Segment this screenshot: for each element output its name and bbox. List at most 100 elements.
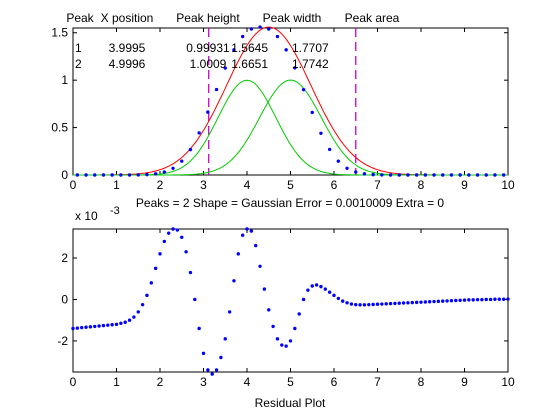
fit-y-tick-label: 1.5 (51, 26, 68, 40)
residual-point (219, 355, 223, 360)
fit-x-tick-label: 2 (157, 178, 164, 192)
residual-point (419, 300, 423, 304)
residual-x-tick-label: 5 (287, 375, 294, 389)
fit-data-point (162, 170, 167, 174)
residual-point (223, 337, 227, 341)
fit-data-point (145, 172, 149, 177)
residual-point (84, 325, 88, 329)
residual-point (88, 325, 93, 329)
fit-data-point (467, 173, 471, 177)
fit-data-point (449, 173, 454, 177)
fit-data-point (223, 66, 227, 70)
residual-point (406, 301, 410, 305)
fit-data-point (414, 173, 419, 177)
fit-data-point (458, 173, 462, 177)
fit-data-point (501, 173, 506, 177)
header-label-4: Peak area (345, 11, 400, 25)
residual-point (245, 227, 249, 231)
fit-x-tick-label: 10 (501, 178, 515, 192)
fit-data-point (362, 172, 367, 176)
residual-point (184, 250, 188, 254)
residual-point (97, 324, 101, 328)
header-label-0: Peak (66, 11, 94, 25)
residual-point (467, 298, 471, 302)
peak-table-cell: 2 (75, 57, 82, 71)
fit-plot: Peak X position Peak height Peak width Peak … (51, 11, 515, 210)
residual-x-tick-label: 4 (244, 375, 251, 389)
fit-data-point (293, 66, 297, 70)
residual-plot: 0 1 2 3 4 5 6 7 8 9 10 -2 0 2 x 10 -3 Residual Plot (57, 205, 515, 410)
fit-x-tick-label: 5 (287, 178, 294, 192)
residual-point (288, 339, 293, 343)
residual-point (319, 284, 323, 289)
residual-point (240, 233, 245, 237)
header-label-2: Peak height (176, 11, 240, 25)
header-label-3: Peak width (263, 11, 322, 25)
residual-point (93, 324, 97, 329)
residual-point (227, 310, 232, 314)
residual-point (284, 344, 288, 348)
residual-point (488, 297, 493, 302)
residual-point (458, 298, 462, 302)
residual-point (428, 300, 432, 304)
residual-point (462, 298, 467, 302)
residual-point (114, 322, 119, 327)
fit-data-point (214, 87, 219, 92)
residual-point (149, 281, 153, 285)
fit-data-point (127, 173, 132, 177)
residual-point (506, 297, 510, 301)
residual-point (423, 300, 428, 304)
residual-point (401, 301, 406, 305)
residual-y-tick-label: 0 (61, 292, 68, 306)
residual-point (345, 301, 349, 305)
peak-table-cell: 1.5645 (231, 41, 268, 55)
residual-point (306, 288, 310, 292)
residual-point (449, 299, 454, 303)
fit-data-point (397, 173, 401, 177)
residual-point (445, 299, 449, 303)
residual-x-tick-label: 2 (157, 375, 164, 389)
residual-x-tick-label: 10 (501, 375, 515, 389)
fit-data-point (432, 173, 436, 177)
residual-point (358, 303, 362, 307)
residual-point (280, 343, 284, 347)
residual-point (354, 302, 358, 307)
fit-summary-text: Peaks = 2 Shape = Gaussian Error = 0.001… (136, 196, 445, 210)
residual-x-tick-label: 6 (331, 375, 338, 389)
residual-point (136, 310, 140, 314)
residual-point (493, 297, 497, 301)
residual-point (188, 270, 193, 275)
peak-table-cell: 3.9995 (109, 41, 146, 55)
fit-x-tick-label: 1 (113, 178, 120, 192)
fit-data-point (136, 173, 140, 177)
fit-data-point (406, 173, 410, 177)
fit-data-point (484, 173, 488, 177)
residual-point (275, 337, 280, 341)
peak-table-cell: 1.0009 (190, 57, 227, 71)
residual-point (171, 227, 175, 231)
residual-point (267, 308, 271, 312)
fit-x-tick-label: 6 (331, 178, 338, 192)
residual-xlabel: Residual Plot (255, 396, 326, 410)
residual-point (375, 302, 380, 306)
residual-point (75, 326, 80, 330)
fit-data-point (493, 173, 497, 177)
residual-point (314, 283, 319, 287)
residual-point (71, 326, 75, 331)
fit-y-tick-label: 0.5 (51, 121, 68, 135)
residual-point (393, 301, 397, 306)
residual-point (454, 298, 458, 303)
residual-point (232, 279, 236, 283)
fit-data-point (197, 131, 201, 135)
residual-point (214, 368, 219, 372)
fit-data-point (423, 173, 428, 177)
residual-point (110, 323, 114, 327)
residual-point (367, 302, 371, 307)
fit-x-tick-label: 9 (461, 178, 468, 192)
fit-data-point (301, 87, 306, 92)
residual-point (323, 287, 327, 291)
fit-data-point (93, 173, 97, 177)
fit-x-tick-label: 8 (418, 178, 425, 192)
residual-point (167, 231, 171, 235)
residual-point (362, 303, 367, 307)
